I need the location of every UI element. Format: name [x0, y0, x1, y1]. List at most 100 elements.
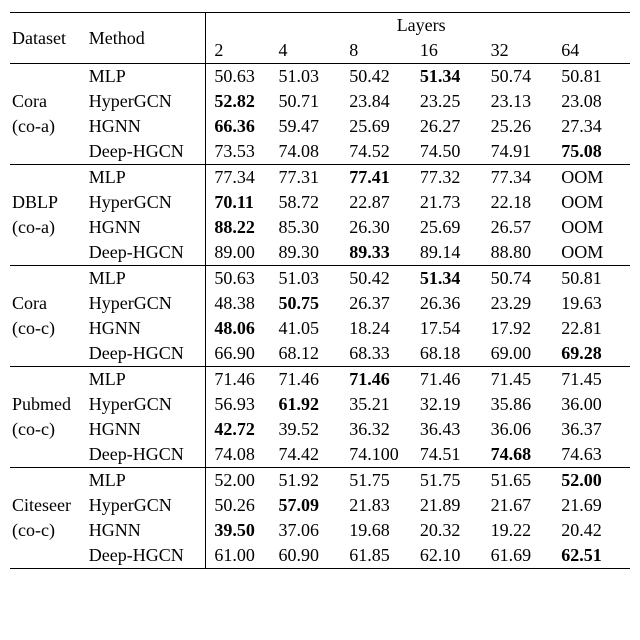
dataset-cell-blank [10, 139, 87, 165]
value-cell: 21.69 [559, 493, 630, 518]
value-cell: 73.53 [206, 139, 277, 165]
method-cell: HGNN [87, 316, 206, 341]
value-cell: 50.81 [559, 266, 630, 292]
value-cell: 62.51 [559, 543, 630, 569]
value-cell: 89.33 [347, 240, 418, 266]
col-dataset: Dataset [10, 13, 87, 64]
table-row: Deep-HGCN73.5374.0874.5274.5074.9175.08 [10, 139, 630, 165]
table-row: MLP52.0051.9251.7551.7551.6552.00 [10, 468, 630, 494]
value-cell: 51.03 [277, 64, 348, 90]
value-cell: 23.25 [418, 89, 489, 114]
value-cell: 52.00 [559, 468, 630, 494]
col-16: 16 [418, 38, 489, 64]
value-cell: 50.63 [206, 64, 277, 90]
value-cell: 71.45 [559, 367, 630, 393]
value-cell: 71.46 [206, 367, 277, 393]
value-cell: 88.22 [206, 215, 277, 240]
value-cell: 61.69 [489, 543, 560, 569]
value-cell: 71.46 [277, 367, 348, 393]
results-table: Dataset Method Layers 2 4 8 16 32 64 MLP… [10, 12, 630, 569]
method-cell: HGNN [87, 215, 206, 240]
col-32: 32 [489, 38, 560, 64]
value-cell: 61.85 [347, 543, 418, 569]
dataset-name: DBLP [10, 190, 87, 215]
value-cell: 74.42 [277, 442, 348, 468]
value-cell: 68.33 [347, 341, 418, 367]
value-cell: 85.30 [277, 215, 348, 240]
value-cell: 74.52 [347, 139, 418, 165]
value-cell: 18.24 [347, 316, 418, 341]
table-row: (co-c)HGNN42.7239.5236.3236.4336.0636.37 [10, 417, 630, 442]
dataset-cell-blank [10, 442, 87, 468]
value-cell: 77.34 [206, 165, 277, 191]
value-cell: 51.34 [418, 266, 489, 292]
value-cell: 19.22 [489, 518, 560, 543]
method-cell: Deep-HGCN [87, 442, 206, 468]
col-layers: Layers [206, 13, 630, 39]
table-row: CoraHyperGCN52.8250.7123.8423.2523.1323.… [10, 89, 630, 114]
value-cell: 74.91 [489, 139, 560, 165]
value-cell: 25.26 [489, 114, 560, 139]
value-cell: 25.69 [418, 215, 489, 240]
value-cell: 68.18 [418, 341, 489, 367]
table-row: DBLPHyperGCN70.1158.7222.8721.7322.18OOM [10, 190, 630, 215]
dataset-subset: (co-a) [10, 215, 87, 240]
header-row-1: Dataset Method Layers [10, 13, 630, 39]
value-cell: 88.80 [489, 240, 560, 266]
table-row: Deep-HGCN89.0089.3089.3389.1488.80OOM [10, 240, 630, 266]
value-cell: 22.81 [559, 316, 630, 341]
value-cell: 23.84 [347, 89, 418, 114]
col-method: Method [87, 13, 206, 64]
value-cell: OOM [559, 215, 630, 240]
value-cell: 77.34 [489, 165, 560, 191]
value-cell: 66.90 [206, 341, 277, 367]
method-cell: HGNN [87, 518, 206, 543]
method-cell: Deep-HGCN [87, 139, 206, 165]
dataset-cell-blank [10, 367, 87, 393]
table-row: Deep-HGCN74.0874.4274.10074.5174.6874.63 [10, 442, 630, 468]
value-cell: 77.31 [277, 165, 348, 191]
method-cell: MLP [87, 165, 206, 191]
dataset-cell-blank [10, 240, 87, 266]
value-cell: 71.46 [347, 367, 418, 393]
value-cell: 21.73 [418, 190, 489, 215]
value-cell: 66.36 [206, 114, 277, 139]
value-cell: 23.08 [559, 89, 630, 114]
value-cell: 50.74 [489, 64, 560, 90]
value-cell: 68.12 [277, 341, 348, 367]
method-cell: Deep-HGCN [87, 240, 206, 266]
value-cell: 39.52 [277, 417, 348, 442]
value-cell: 21.83 [347, 493, 418, 518]
value-cell: 74.68 [489, 442, 560, 468]
col-8: 8 [347, 38, 418, 64]
value-cell: 74.08 [206, 442, 277, 468]
table-row: Deep-HGCN66.9068.1268.3368.1869.0069.28 [10, 341, 630, 367]
value-cell: 36.00 [559, 392, 630, 417]
table-row: MLP77.3477.3177.4177.3277.34OOM [10, 165, 630, 191]
value-cell: 59.47 [277, 114, 348, 139]
value-cell: 57.09 [277, 493, 348, 518]
dataset-name: Citeseer [10, 493, 87, 518]
col-4: 4 [277, 38, 348, 64]
dataset-subset: (co-c) [10, 316, 87, 341]
value-cell: 26.27 [418, 114, 489, 139]
value-cell: 48.38 [206, 291, 277, 316]
method-cell: HGNN [87, 417, 206, 442]
dataset-cell-blank [10, 64, 87, 90]
table-row: (co-c)HGNN48.0641.0518.2417.5417.9222.81 [10, 316, 630, 341]
value-cell: 77.41 [347, 165, 418, 191]
value-cell: 52.82 [206, 89, 277, 114]
value-cell: 23.29 [489, 291, 560, 316]
value-cell: 26.57 [489, 215, 560, 240]
method-cell: HGNN [87, 114, 206, 139]
value-cell: 50.42 [347, 266, 418, 292]
table-row: (co-a)HGNN66.3659.4725.6926.2725.2627.34 [10, 114, 630, 139]
value-cell: 26.30 [347, 215, 418, 240]
value-cell: 23.13 [489, 89, 560, 114]
value-cell: 22.87 [347, 190, 418, 215]
col-2: 2 [206, 38, 277, 64]
value-cell: 50.26 [206, 493, 277, 518]
value-cell: 89.14 [418, 240, 489, 266]
dataset-subset: (co-c) [10, 417, 87, 442]
method-cell: Deep-HGCN [87, 341, 206, 367]
